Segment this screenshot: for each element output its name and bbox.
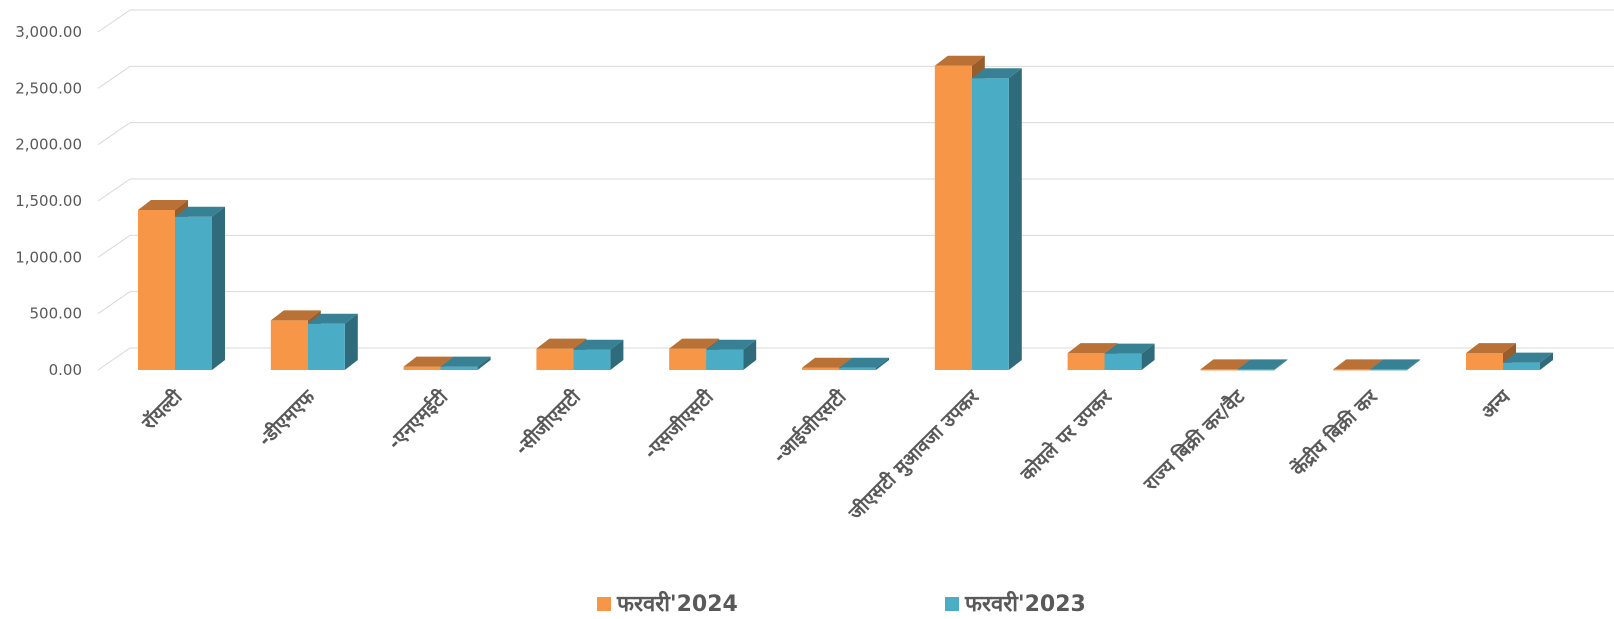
bar	[934, 65, 972, 371]
bar-top	[175, 206, 225, 217]
gridline-depth	[97, 291, 131, 315]
bar-top	[1370, 359, 1421, 370]
gridline-depth	[97, 122, 131, 146]
x-tick-label: -डीएमएफ	[254, 384, 321, 451]
bar-top	[1466, 343, 1516, 354]
x-tick-label: -एसजीएसटी	[639, 385, 718, 464]
y-tick-label: 1,000.00	[15, 248, 82, 266]
bar-side	[1008, 68, 1022, 371]
bar	[802, 367, 839, 370]
bar	[1067, 353, 1105, 370]
bar	[1370, 369, 1408, 371]
bar-side	[743, 339, 757, 370]
bar	[573, 349, 611, 370]
bar-top	[839, 357, 889, 368]
bar	[403, 366, 441, 370]
bar-side	[876, 357, 889, 370]
bar	[440, 366, 478, 370]
legend-label-series-2: फरवरी'2023	[964, 590, 1086, 617]
gridline-depth	[97, 347, 131, 371]
y-tick-label: 0.00	[49, 361, 82, 379]
bar-top	[1333, 359, 1384, 370]
bar	[138, 210, 175, 370]
x-tick-label: अन्य	[1477, 385, 1515, 423]
bar-top	[1067, 343, 1118, 354]
legend: फरवरी'2024 फरवरी'2023	[597, 590, 1086, 617]
bar	[1200, 369, 1238, 371]
bar-top	[440, 356, 491, 367]
bar-top	[307, 313, 358, 324]
bar	[1333, 369, 1371, 371]
bar-top	[802, 357, 852, 368]
bar-top	[971, 68, 1022, 79]
bar-side	[1407, 359, 1421, 370]
bar	[839, 367, 876, 370]
y-tick-label: 1,500.00	[15, 192, 82, 210]
bar	[1104, 353, 1142, 370]
bar-top	[1104, 343, 1155, 354]
bar-top	[536, 338, 587, 349]
bar	[1503, 362, 1540, 370]
bar	[175, 216, 212, 370]
x-axis-category-labels: रॉयल्टी -डीएमएफ -एनएमईटी -सीजीएसटी -एसजीएसटी…	[137, 384, 1516, 526]
x-tick-label: रॉयल्टी	[137, 385, 188, 436]
bar	[1466, 353, 1503, 370]
gridline-depth	[97, 234, 131, 258]
bar	[307, 323, 345, 370]
bar-top	[270, 310, 321, 321]
bar	[706, 349, 744, 370]
bar-top	[573, 339, 624, 350]
x-tick-label: -आईजीएसटी	[768, 385, 851, 468]
bar-top	[669, 338, 720, 349]
y-tick-label: 500.00	[30, 305, 83, 323]
bar-top	[1200, 359, 1251, 370]
x-tick-label: राज्य बिक्री कर/वैट	[1138, 384, 1250, 496]
bars	[138, 55, 1553, 371]
x-tick-label: -एनएमईटी	[383, 385, 453, 455]
bar	[669, 348, 707, 370]
bar-top	[934, 55, 985, 66]
x-tick-label: -सीजीएसटी	[510, 385, 585, 460]
legend-swatch-series-1	[597, 597, 611, 611]
bar-top	[138, 200, 188, 211]
bar-side	[1141, 343, 1155, 370]
bar-top	[1503, 352, 1553, 363]
y-tick-label: 2,000.00	[15, 136, 82, 154]
gridline-depth	[97, 9, 131, 33]
x-tick-label: केंद्रीय बिक्री कर	[1286, 384, 1383, 481]
bar-top	[706, 339, 757, 350]
bar	[1237, 369, 1275, 371]
bar-side	[1274, 359, 1288, 370]
y-tick-label: 2,500.00	[15, 79, 82, 97]
gridline-depth	[97, 65, 131, 89]
bar-side	[477, 356, 491, 370]
x-tick-label: कोयले पर उपकर	[1015, 384, 1117, 486]
bar-side	[212, 206, 225, 370]
legend-swatch-series-2	[945, 597, 959, 611]
gridline-depth	[97, 178, 131, 202]
bar-top	[1237, 359, 1288, 370]
y-axis-tick-labels: 0.00 500.00 1,000.00 1,500.00 2,000.00 2,500.…	[15, 23, 82, 379]
bar	[971, 78, 1009, 371]
bar-side	[610, 339, 624, 370]
bar-side	[1540, 352, 1553, 370]
bar-top	[403, 356, 454, 367]
y-tick-label: 3,000.00	[15, 23, 82, 41]
gridlines	[97, 9, 1614, 371]
bar-side	[344, 313, 358, 370]
x-tick-label: जीएसटी मुआवजा उपकर	[843, 384, 985, 526]
bar	[536, 348, 574, 370]
legend-label-series-1: फरवरी'2024	[616, 590, 738, 617]
bar	[270, 320, 308, 370]
